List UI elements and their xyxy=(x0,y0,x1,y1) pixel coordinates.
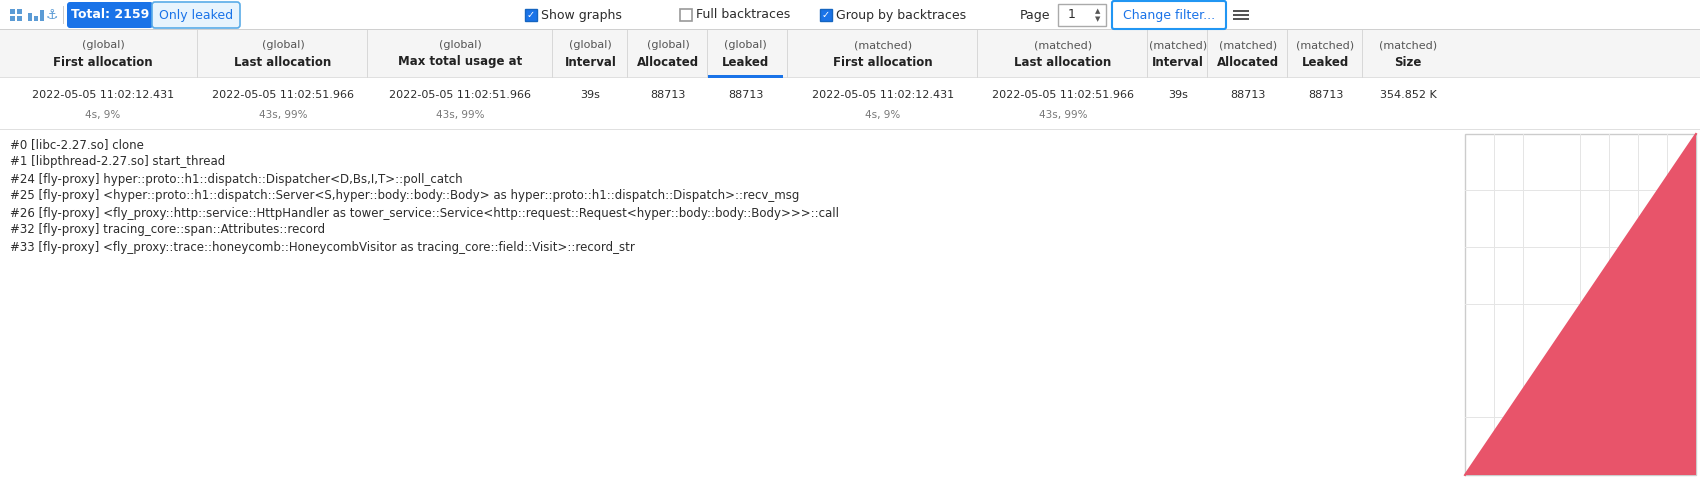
Text: #26 [fly-proxy] <fly_proxy::http::service::HttpHandler as tower_service::Service: #26 [fly-proxy] <fly_proxy::http::servic… xyxy=(10,206,840,219)
Text: (global): (global) xyxy=(570,40,612,50)
FancyBboxPatch shape xyxy=(1112,1,1226,29)
Bar xyxy=(34,16,37,21)
Bar xyxy=(819,9,831,21)
Text: #25 [fly-proxy] <hyper::proto::h1::dispatch::Server<S,hyper::body::body::Body> a: #25 [fly-proxy] <hyper::proto::h1::dispa… xyxy=(10,190,799,203)
Bar xyxy=(1465,134,1697,475)
Text: #0 [libc-2.27.so] clone: #0 [libc-2.27.so] clone xyxy=(10,139,144,152)
Text: 2022-05-05 11:02:12.431: 2022-05-05 11:02:12.431 xyxy=(32,90,173,100)
Text: Only leaked: Only leaked xyxy=(158,9,233,22)
Bar xyxy=(1232,10,1250,12)
Bar xyxy=(1465,190,1697,191)
Text: 39s: 39s xyxy=(1168,90,1188,100)
Text: (global): (global) xyxy=(439,40,481,50)
Text: #33 [fly-proxy] <fly_proxy::trace::honeycomb::HoneycombVisitor as tracing_core::: #33 [fly-proxy] <fly_proxy::trace::honey… xyxy=(10,240,634,253)
Text: Interval: Interval xyxy=(1153,56,1204,69)
Bar xyxy=(0,0,1700,30)
FancyBboxPatch shape xyxy=(66,2,153,28)
Text: (global): (global) xyxy=(646,40,690,50)
Text: (matched): (matched) xyxy=(1034,40,1091,50)
Bar xyxy=(0,30,1700,78)
Text: 88713: 88713 xyxy=(728,90,763,100)
Text: Page: Page xyxy=(1020,9,1051,22)
Bar xyxy=(10,9,15,14)
Text: (matched): (matched) xyxy=(1379,40,1436,50)
Text: (global): (global) xyxy=(724,40,767,50)
Text: 88713: 88713 xyxy=(651,90,685,100)
Text: 88713: 88713 xyxy=(1231,90,1266,100)
Bar xyxy=(0,78,1700,130)
Text: 43s, 99%: 43s, 99% xyxy=(258,110,308,120)
Text: 88713: 88713 xyxy=(1307,90,1343,100)
Bar xyxy=(0,77,1700,78)
Text: (matched): (matched) xyxy=(1297,40,1355,50)
Bar xyxy=(1057,4,1107,26)
Text: Allocated: Allocated xyxy=(1217,56,1278,69)
Polygon shape xyxy=(1465,134,1697,475)
Bar xyxy=(680,9,692,21)
Text: 2022-05-05 11:02:51.966: 2022-05-05 11:02:51.966 xyxy=(389,90,532,100)
Text: 39s: 39s xyxy=(581,90,600,100)
Text: Show graphs: Show graphs xyxy=(541,9,622,22)
Text: #32 [fly-proxy] tracing_core::span::Attributes::record: #32 [fly-proxy] tracing_core::span::Attr… xyxy=(10,224,325,237)
Bar xyxy=(0,77,1700,78)
Text: Change filter...: Change filter... xyxy=(1124,9,1216,22)
Bar xyxy=(0,29,1700,30)
Text: (global): (global) xyxy=(82,40,124,50)
Bar xyxy=(17,16,22,21)
Text: Last allocation: Last allocation xyxy=(1015,56,1112,69)
Text: 2022-05-05 11:02:51.966: 2022-05-05 11:02:51.966 xyxy=(993,90,1134,100)
Text: Full backtraces: Full backtraces xyxy=(695,9,790,22)
Text: 2022-05-05 11:02:12.431: 2022-05-05 11:02:12.431 xyxy=(813,90,954,100)
Bar xyxy=(41,10,44,21)
Bar xyxy=(707,75,784,78)
Text: Allocated: Allocated xyxy=(638,56,699,69)
Text: #1 [libpthread-2.27.so] start_thread: #1 [libpthread-2.27.so] start_thread xyxy=(10,156,224,168)
Text: ✓: ✓ xyxy=(527,10,536,20)
Text: (matched): (matched) xyxy=(1219,40,1277,50)
Text: ⚓: ⚓ xyxy=(46,8,58,22)
Text: Max total usage at: Max total usage at xyxy=(398,56,522,69)
Text: Leaked: Leaked xyxy=(722,56,768,69)
Text: Total: 2159: Total: 2159 xyxy=(71,9,150,22)
Text: 354.852 K: 354.852 K xyxy=(1380,90,1436,100)
Text: 2022-05-05 11:02:51.966: 2022-05-05 11:02:51.966 xyxy=(212,90,354,100)
Bar xyxy=(1232,18,1250,20)
Text: #24 [fly-proxy] hyper::proto::h1::dispatch::Dispatcher<D,Bs,I,T>::poll_catch: #24 [fly-proxy] hyper::proto::h1::dispat… xyxy=(10,172,462,185)
Bar xyxy=(0,29,1700,30)
Bar xyxy=(17,9,22,14)
Text: First allocation: First allocation xyxy=(833,56,933,69)
Text: ✓: ✓ xyxy=(821,10,830,20)
Text: 4s, 9%: 4s, 9% xyxy=(865,110,901,120)
Text: Last allocation: Last allocation xyxy=(235,56,332,69)
Text: 43s, 99%: 43s, 99% xyxy=(1039,110,1088,120)
Bar xyxy=(0,129,1700,130)
Bar xyxy=(1232,14,1250,16)
Bar xyxy=(10,16,15,21)
Text: (matched): (matched) xyxy=(853,40,913,50)
Text: 4s, 9%: 4s, 9% xyxy=(85,110,121,120)
Bar xyxy=(1465,360,1697,361)
Text: 43s, 99%: 43s, 99% xyxy=(437,110,484,120)
Text: ▼: ▼ xyxy=(1095,16,1100,22)
Bar xyxy=(1465,247,1697,248)
FancyBboxPatch shape xyxy=(151,2,240,28)
Text: Interval: Interval xyxy=(564,56,617,69)
Text: First allocation: First allocation xyxy=(53,56,153,69)
Bar xyxy=(525,9,537,21)
Bar xyxy=(27,13,32,21)
Text: Size: Size xyxy=(1394,56,1421,69)
Text: 1: 1 xyxy=(1068,9,1076,22)
Text: (global): (global) xyxy=(262,40,304,50)
Text: Leaked: Leaked xyxy=(1302,56,1350,69)
Text: Group by backtraces: Group by backtraces xyxy=(836,9,966,22)
Text: ▲: ▲ xyxy=(1095,8,1100,14)
Text: (matched): (matched) xyxy=(1149,40,1207,50)
